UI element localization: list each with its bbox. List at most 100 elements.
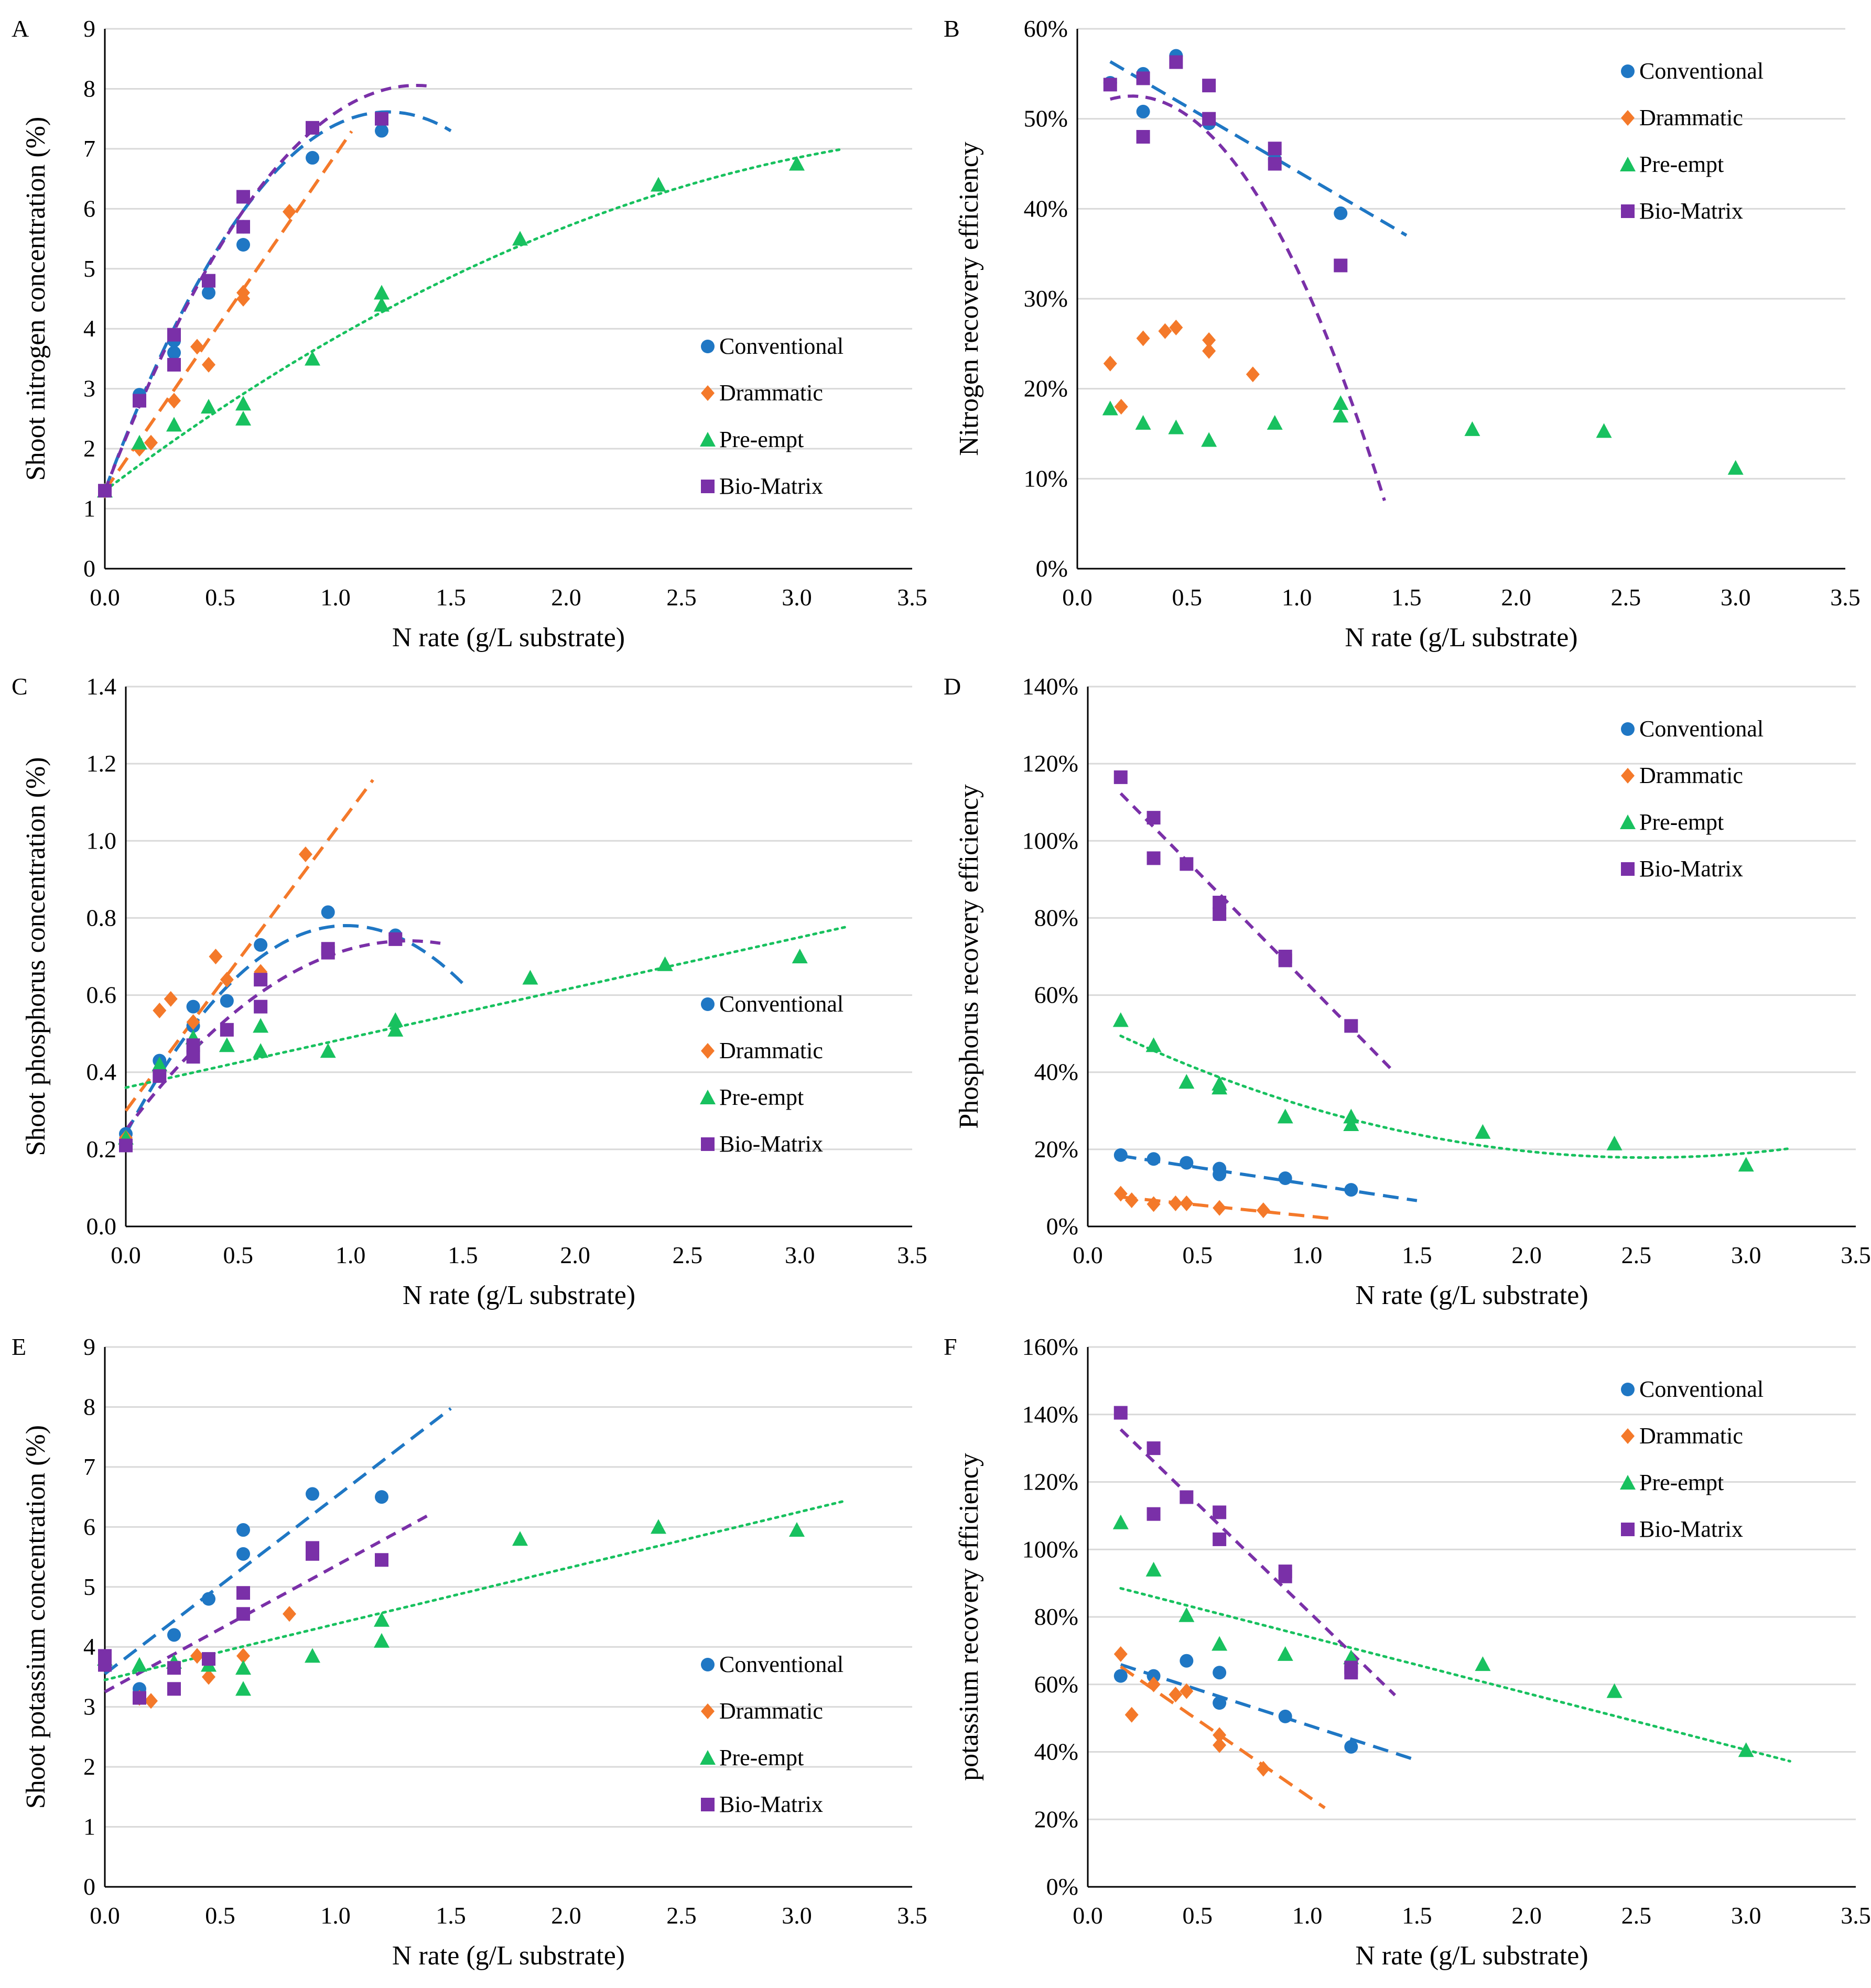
legend-marker-pre-empt <box>1620 814 1636 829</box>
y-tick-label: 80% <box>1034 904 1078 931</box>
y-tick-label: 9 <box>83 15 95 42</box>
x-tick-label: 2.5 <box>666 1902 697 1929</box>
trendline-conventional <box>1109 60 1408 237</box>
data-point-pre-empt <box>1168 419 1184 434</box>
data-point-conventional <box>306 1487 319 1501</box>
y-tick-label: 50% <box>1024 105 1068 132</box>
y-tick-label: 20% <box>1034 1136 1078 1163</box>
data-point-bio-matrix <box>1180 857 1194 871</box>
data-point-bio-matrix <box>220 1023 234 1037</box>
y-tick-label: 0.2 <box>86 1136 117 1163</box>
y-tick-label: 4 <box>83 315 95 342</box>
data-point-conventional <box>1147 1152 1161 1166</box>
data-point-pre-empt <box>132 434 147 450</box>
trendline-pre-empt <box>124 926 846 1089</box>
x-tick-label: 1.0 <box>1292 1902 1323 1929</box>
legend-marker-conventional <box>1621 64 1635 78</box>
data-point-conventional <box>1147 1669 1161 1683</box>
data-point-conventional <box>186 1000 200 1014</box>
trendline-drammatic <box>124 779 374 1112</box>
data-point-bio-matrix <box>1147 811 1161 825</box>
y-tick-label: 6 <box>83 195 95 222</box>
data-point-conventional <box>254 938 268 952</box>
x-tick-label: 1.5 <box>436 1902 466 1929</box>
data-point-conventional <box>1278 1171 1292 1186</box>
data-point-pre-empt <box>1178 1074 1195 1089</box>
y-tick-label: 2 <box>83 435 95 462</box>
data-point-bio-matrix <box>1202 112 1216 126</box>
legend-marker-conventional <box>701 997 715 1011</box>
data-point-conventional <box>1344 1183 1358 1197</box>
y-tick-label: 1 <box>83 1813 95 1840</box>
data-point-pre-empt <box>374 297 390 312</box>
data-point-bio-matrix <box>186 1050 200 1064</box>
y-tick-label: 0 <box>83 555 95 582</box>
y-tick-label: 140% <box>1022 1401 1078 1428</box>
data-point-conventional <box>202 286 215 300</box>
y-tick-label: 5 <box>83 1573 95 1600</box>
x-tick-label: 3.0 <box>1731 1242 1761 1268</box>
data-point-pre-empt <box>1343 1109 1359 1124</box>
x-tick-label: 0.5 <box>223 1242 254 1268</box>
data-point-bio-matrix <box>1213 896 1227 909</box>
data-point-bio-matrix <box>202 1652 215 1666</box>
data-point-conventional <box>1113 1669 1128 1683</box>
data-point-pre-empt <box>1112 1012 1129 1027</box>
x-tick-label: 0.0 <box>90 1902 120 1929</box>
data-point-pre-empt <box>1333 395 1349 410</box>
data-point-bio-matrix <box>254 973 268 987</box>
data-point-pre-empt <box>166 417 182 432</box>
x-axis-title: N rate (g/L substrate) <box>403 1280 635 1310</box>
trendline-bio-matrix <box>1119 1428 1397 1697</box>
data-point-pre-empt <box>374 285 390 300</box>
data-point-conventional <box>375 124 388 138</box>
legend-marker-pre-empt <box>700 1750 716 1765</box>
data-point-drammatic <box>1158 323 1172 339</box>
data-point-drammatic <box>186 1014 200 1030</box>
data-point-bio-matrix <box>1113 1406 1128 1420</box>
data-point-pre-empt <box>1738 1157 1754 1172</box>
data-point-drammatic <box>1213 1200 1227 1216</box>
legend-marker-drammatic <box>1621 768 1635 784</box>
data-point-bio-matrix <box>321 942 335 956</box>
x-tick-label: 3.5 <box>897 1902 927 1929</box>
trendline-conventional <box>103 110 452 492</box>
data-point-drammatic <box>1113 1186 1128 1202</box>
y-tick-label: 7 <box>83 1453 95 1480</box>
y-tick-label: 0% <box>1036 555 1068 582</box>
trendline-pre-empt <box>1119 1587 1791 1763</box>
x-tick-label: 3.0 <box>1731 1902 1761 1929</box>
data-point-conventional <box>236 1523 250 1537</box>
legend: Conventional Drammatic Pre-empt Bio-Matrix <box>1620 1376 1764 1542</box>
y-tick-label: 20% <box>1034 1806 1078 1832</box>
data-point-pre-empt <box>1333 408 1349 423</box>
x-tick-label: 0.0 <box>1073 1242 1103 1268</box>
x-tick-label: 1.0 <box>336 1242 366 1268</box>
panel-label: B <box>944 15 960 42</box>
data-point-bio-matrix <box>98 484 112 498</box>
x-tick-label: 1.0 <box>320 1902 351 1929</box>
data-point-pre-empt <box>1277 1109 1293 1124</box>
legend-label-bio-matrix: Bio-Matrix <box>1639 1516 1743 1542</box>
data-point-pre-empt <box>1212 1636 1228 1651</box>
y-tick-label: 3 <box>83 1693 95 1720</box>
y-tick-label: 30% <box>1024 285 1068 312</box>
trendline-conventional <box>1120 1663 1418 1762</box>
legend-label-bio-matrix: Bio-Matrix <box>719 473 823 499</box>
x-tick-label: 3.5 <box>1841 1902 1871 1929</box>
legend-label-drammatic: Drammatic <box>1639 105 1743 131</box>
legend-label-pre-empt: Pre-empt <box>1639 809 1724 835</box>
data-point-pre-empt <box>789 1522 805 1537</box>
panel-label: E <box>12 1333 26 1360</box>
data-point-pre-empt <box>1343 1649 1359 1665</box>
data-point-pre-empt <box>253 1043 269 1058</box>
legend-marker-drammatic <box>1621 1428 1635 1444</box>
data-point-drammatic <box>164 991 178 1007</box>
data-point-bio-matrix <box>1136 71 1150 85</box>
x-axis-title: N rate (g/L substrate) <box>392 623 625 653</box>
data-point-bio-matrix <box>1147 1507 1161 1521</box>
x-tick-label: 1.5 <box>1402 1902 1432 1929</box>
data-point-pre-empt <box>387 1012 404 1027</box>
y-tick-label: 6 <box>83 1513 95 1540</box>
x-tick-label: 0.0 <box>90 584 120 611</box>
